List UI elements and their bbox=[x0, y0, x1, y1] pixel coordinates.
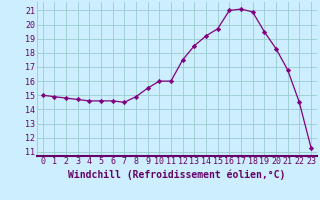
X-axis label: Windchill (Refroidissement éolien,°C): Windchill (Refroidissement éolien,°C) bbox=[68, 169, 285, 180]
